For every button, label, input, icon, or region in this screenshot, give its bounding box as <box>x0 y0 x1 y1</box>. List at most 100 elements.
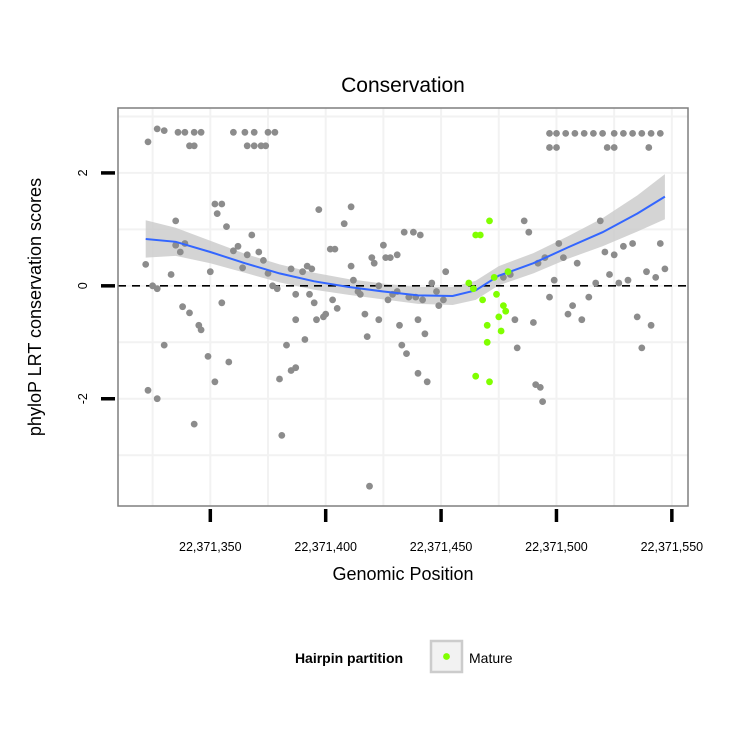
data-point-other <box>520 217 528 225</box>
data-point-other <box>423 378 431 386</box>
data-point-other <box>271 128 279 136</box>
data-point-other <box>652 274 660 281</box>
data-point-other <box>442 268 450 276</box>
data-point-other <box>375 316 383 324</box>
data-point-other <box>211 378 219 386</box>
data-point-mature <box>483 321 491 329</box>
data-point-other <box>414 369 422 377</box>
data-point-other <box>525 228 533 236</box>
data-point-other <box>573 259 581 267</box>
data-point-mature <box>490 274 498 281</box>
data-point-other <box>264 270 272 277</box>
plot-panel <box>117 107 689 507</box>
data-point-other <box>230 128 237 136</box>
data-point-other <box>620 130 627 137</box>
data-point-other <box>419 296 426 304</box>
data-point-other <box>340 220 348 228</box>
data-point-other <box>553 130 560 137</box>
data-point-other <box>615 279 623 287</box>
data-point-other <box>356 290 364 298</box>
data-point-other <box>190 142 198 150</box>
data-point-other <box>396 321 403 329</box>
data-point-other <box>403 350 410 357</box>
data-point-other <box>629 130 636 137</box>
data-point-other <box>580 130 588 137</box>
data-point-other <box>206 268 214 276</box>
data-point-other <box>287 265 295 273</box>
data-point-other <box>197 326 205 334</box>
data-point-other <box>553 144 560 151</box>
data-point-other <box>306 290 313 298</box>
x-tick-label: 22,371,550 <box>641 540 704 554</box>
data-point-other <box>144 386 152 394</box>
data-point-other <box>398 341 406 349</box>
data-point-mature <box>472 372 480 380</box>
data-point-mature <box>470 285 477 293</box>
data-point-other <box>262 142 270 150</box>
data-point-other <box>647 130 655 137</box>
data-point-other <box>223 223 230 231</box>
x-tick-label: 22,371,400 <box>294 540 357 554</box>
data-point-other <box>153 285 161 293</box>
data-point-other <box>603 144 611 151</box>
x-axis-title: Genomic Position <box>332 564 473 584</box>
data-point-other <box>292 364 300 372</box>
data-point-other <box>562 130 570 137</box>
data-point-other <box>142 261 150 268</box>
data-point-other <box>530 319 537 326</box>
y-tick-label: -2 <box>76 393 90 404</box>
x-axis: 22,371,350 22,371,400 22,371,450 22,371,500… <box>179 509 703 554</box>
data-point-other <box>368 254 376 261</box>
data-point-other <box>350 276 357 284</box>
data-point-other <box>421 330 429 338</box>
legend-marker-mature <box>443 653 450 660</box>
data-point-other <box>546 130 553 137</box>
data-point-mature <box>504 268 512 276</box>
legend-title: Hairpin partition <box>295 650 403 666</box>
data-point-other <box>190 420 198 428</box>
data-point-other <box>283 341 290 349</box>
legend: Hairpin partition Mature <box>295 639 513 674</box>
data-point-other <box>416 231 424 239</box>
data-point-other <box>250 128 258 136</box>
data-point-other <box>539 398 546 405</box>
data-point-other <box>176 248 184 256</box>
data-point-other <box>225 358 233 366</box>
data-point-other <box>153 395 161 403</box>
other-points <box>142 125 669 490</box>
data-point-other <box>428 279 436 287</box>
data-point-other <box>629 240 636 247</box>
data-point-other <box>590 130 597 137</box>
data-point-other <box>292 290 300 298</box>
y-axis: -2 0 2 <box>76 169 115 404</box>
x-tick-label: 22,371,450 <box>410 540 473 554</box>
data-point-other <box>230 247 237 255</box>
data-point-other <box>260 257 267 264</box>
panel-border <box>117 107 689 507</box>
data-point-other <box>624 276 632 284</box>
data-point-other <box>645 144 653 151</box>
data-point-other <box>347 262 355 270</box>
data-point-other <box>239 264 247 272</box>
data-point-other <box>370 259 378 267</box>
data-point-other <box>643 268 650 276</box>
data-point-other <box>366 482 373 490</box>
data-point-other <box>241 128 249 136</box>
data-point-other <box>301 336 309 343</box>
x-tick-label: 22,371,350 <box>179 540 242 554</box>
data-point-other <box>433 288 440 295</box>
data-point-other <box>363 333 371 340</box>
data-point-mature <box>493 290 500 298</box>
data-point-other <box>610 144 618 151</box>
data-point-other <box>308 265 316 273</box>
data-point-other <box>536 384 544 391</box>
data-point-mature <box>486 217 493 225</box>
data-point-other <box>181 128 189 136</box>
data-point-other <box>186 142 193 150</box>
data-point-other <box>638 130 646 137</box>
data-point-other <box>160 341 168 349</box>
data-point-other <box>656 130 664 137</box>
legend-label-mature: Mature <box>469 650 513 666</box>
data-point-other <box>213 210 221 218</box>
